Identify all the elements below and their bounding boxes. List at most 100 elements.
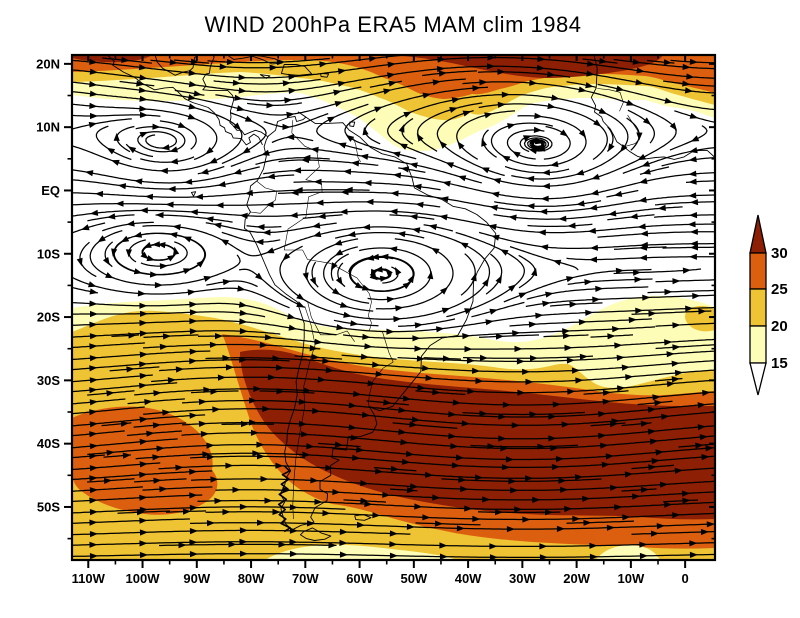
streamline-arrowheads — [689, 112, 699, 119]
streamline — [72, 406, 145, 415]
streamline — [158, 464, 715, 479]
x-tick-label: 50W — [400, 571, 427, 586]
streamline-arrowheads — [414, 322, 423, 329]
streamline-arrowheads — [89, 517, 148, 526]
x-tick-label: 70W — [292, 571, 319, 586]
streamline — [543, 125, 571, 160]
streamline — [621, 488, 657, 492]
streamline-arrowheads — [531, 267, 538, 277]
streamline — [142, 486, 213, 491]
streamline-arrowheads — [169, 158, 179, 165]
streamline-arrowheads — [583, 519, 592, 526]
streamline — [72, 174, 295, 190]
streamline — [255, 157, 330, 166]
streamline-arrowheads — [200, 168, 209, 175]
streamline-arrowheads — [317, 213, 326, 220]
streamline — [72, 189, 370, 198]
streamline-arrowheads — [416, 107, 458, 142]
streamline — [72, 276, 290, 309]
streamline — [142, 343, 321, 350]
streamline — [456, 110, 516, 160]
streamline-arrowheads — [335, 276, 343, 286]
streamline-arrowheads — [89, 492, 198, 504]
streamline-arrowheads — [562, 332, 571, 339]
streamline-arrowheads — [585, 82, 594, 89]
streamline — [197, 335, 715, 350]
streamline-arrowheads — [609, 421, 618, 428]
streamline-arrowheads — [495, 275, 502, 284]
streamline — [230, 147, 482, 184]
streamline-arrowheads — [276, 388, 285, 395]
colorbar-label: 20 — [771, 318, 788, 335]
streamline-arrowheads — [126, 366, 135, 373]
streamline — [155, 214, 233, 223]
streamline — [415, 522, 481, 526]
streamline-arrowheads — [688, 156, 697, 163]
streamline-arrowheads — [107, 213, 116, 220]
streamline — [72, 78, 466, 116]
streamline-arrowheads — [526, 200, 585, 210]
streamline-arrowheads — [89, 461, 148, 472]
streamline-arrowheads — [76, 257, 83, 267]
streamline-arrowheads — [541, 169, 550, 176]
streamline-arrowheads — [128, 332, 137, 339]
streamline — [509, 246, 579, 271]
streamline-arrowheads — [664, 288, 673, 296]
streamline — [72, 438, 178, 449]
streamline-arrowheads — [301, 156, 360, 167]
streamline-arrowheads — [695, 442, 704, 449]
streamline-arrowheads — [89, 550, 698, 560]
streamline-arrowheads — [89, 348, 198, 362]
streamline-arrowheads — [190, 58, 199, 65]
streamline — [89, 230, 241, 286]
streamline-arrowheads — [406, 487, 415, 494]
streamline-arrowheads — [690, 135, 700, 142]
streamline-arrowheads — [327, 116, 347, 149]
streamline — [631, 310, 712, 315]
streamline — [239, 268, 306, 308]
streamline-arrowheads — [97, 235, 213, 289]
streamline — [655, 322, 715, 327]
streamline-arrowheads — [213, 222, 321, 236]
streamline-arrowheads — [654, 399, 663, 407]
streamline — [72, 342, 145, 349]
streamline-arrowheads — [136, 80, 145, 87]
streamline-arrowheads — [639, 228, 698, 237]
streamline-arrowheads — [177, 122, 187, 128]
streamline-arrowheads — [155, 212, 214, 223]
streamline-arrowheads — [636, 132, 643, 141]
figure-title: WIND 200hPa ERA5 MAM clim 1984 — [204, 12, 582, 37]
streamline-arrowheads — [395, 247, 448, 312]
colorbar-segment-2 — [749, 325, 767, 364]
streamline-arrowheads — [400, 166, 410, 173]
colorbar-segment-0 — [749, 252, 767, 290]
streamline-arrowheads — [648, 308, 707, 317]
streamline-arrowheads — [89, 372, 148, 384]
y-tick-label: 20N — [36, 56, 60, 71]
streamline-arrowheads — [89, 527, 398, 538]
streamline — [128, 239, 146, 263]
coastline-tierra-del-fuego — [299, 527, 332, 541]
streamline — [654, 201, 715, 206]
streamline-arrowheads — [394, 267, 402, 276]
streamline-arrowheads — [106, 390, 115, 397]
streamline-arrowheads — [690, 244, 698, 251]
colorbar-segment-1 — [749, 288, 767, 327]
streamline-arrowheads — [607, 143, 615, 152]
x-tick-label: 60W — [346, 571, 373, 586]
streamline — [134, 388, 715, 406]
streamline — [72, 374, 153, 383]
streamline — [305, 238, 374, 312]
streamline-arrowheads — [689, 199, 699, 206]
streamline-arrowheads — [210, 388, 219, 395]
streamline-arrowheads — [642, 117, 651, 125]
streamline — [422, 70, 478, 77]
streamline-arrowheads — [89, 503, 298, 516]
streamline — [590, 422, 626, 427]
streamline — [263, 169, 715, 200]
colorbar-label: 25 — [771, 281, 788, 298]
streamline — [343, 326, 656, 340]
streamline-arrowheads — [383, 399, 392, 406]
coastline-trinidad — [349, 121, 356, 127]
